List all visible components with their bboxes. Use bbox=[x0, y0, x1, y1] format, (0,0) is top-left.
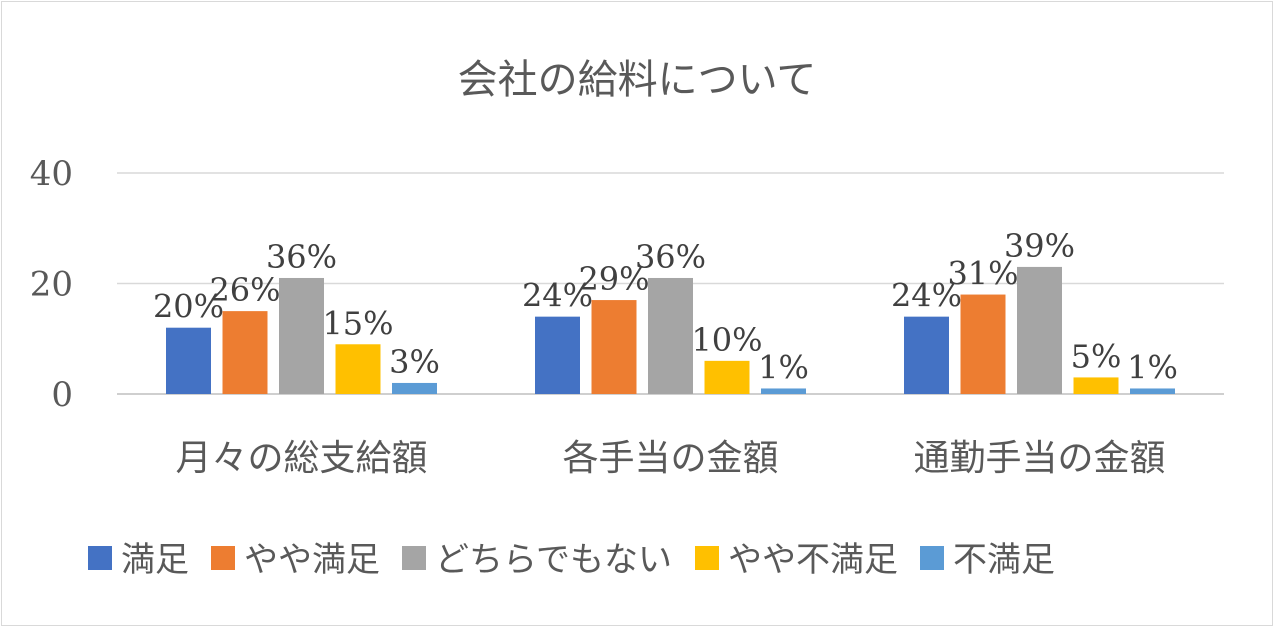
legend-swatch bbox=[211, 546, 235, 570]
legend-swatch bbox=[695, 546, 719, 570]
bar bbox=[535, 316, 580, 394]
bar bbox=[166, 327, 211, 394]
bar bbox=[904, 316, 949, 394]
data-label: 24% bbox=[522, 277, 593, 315]
bar bbox=[591, 300, 637, 394]
y-tick-label: 40 bbox=[30, 154, 73, 194]
data-label: 24% bbox=[891, 277, 962, 315]
data-label: 29% bbox=[578, 260, 649, 298]
bar bbox=[1017, 266, 1062, 394]
legend-swatch bbox=[920, 546, 944, 570]
data-label: 36% bbox=[635, 238, 706, 276]
legend-label: 満足 bbox=[121, 540, 189, 580]
chart-title: 会社の給料について bbox=[458, 57, 817, 103]
bars bbox=[166, 266, 1175, 394]
data-label: 31% bbox=[947, 255, 1018, 293]
x-tick-label: 通勤手当の金額 bbox=[913, 438, 1165, 479]
legend-swatch bbox=[402, 546, 426, 570]
bar bbox=[761, 388, 806, 394]
data-label: 26% bbox=[209, 271, 280, 309]
bar bbox=[704, 360, 750, 394]
bar bbox=[648, 277, 693, 394]
y-tick-label: 0 bbox=[51, 375, 73, 415]
data-label: 39% bbox=[1004, 227, 1075, 265]
x-tick-label: 各手当の金額 bbox=[562, 438, 778, 479]
data-label: 15% bbox=[322, 304, 393, 342]
legend-swatch bbox=[88, 546, 112, 570]
bar bbox=[222, 311, 268, 394]
legend-label: やや満足 bbox=[244, 540, 380, 580]
bar bbox=[1073, 377, 1119, 394]
x-tick-label: 月々の総支給額 bbox=[175, 438, 427, 479]
data-label: 10% bbox=[691, 321, 762, 359]
x-axis: 月々の総支給額 各手当の金額 通勤手当の金額 bbox=[175, 438, 1165, 479]
y-axis: 0 20 40 bbox=[30, 154, 73, 415]
y-tick-label: 20 bbox=[30, 265, 73, 305]
legend: 満足 やや満足 どちらでもない やや不満足 不満足 bbox=[88, 540, 1055, 580]
legend-label: どちらでもない bbox=[435, 540, 672, 580]
bar bbox=[392, 382, 437, 394]
bar bbox=[960, 294, 1006, 394]
legend-label: 不満足 bbox=[953, 540, 1055, 580]
bar bbox=[1130, 388, 1175, 394]
data-label: 5% bbox=[1071, 337, 1122, 375]
data-labels: 20%26%36%15%3%24%29%36%10%1%24%31%39%5% 1… bbox=[153, 227, 1178, 387]
bar bbox=[279, 277, 324, 394]
legend-label: やや不満足 bbox=[728, 540, 898, 580]
data-label: 1% bbox=[758, 348, 809, 386]
data-label: 36% bbox=[266, 238, 337, 276]
data-label: 3% bbox=[389, 343, 440, 381]
data-label: 20% bbox=[153, 288, 224, 326]
bar bbox=[335, 344, 381, 394]
data-label: 1% bbox=[1127, 348, 1178, 386]
